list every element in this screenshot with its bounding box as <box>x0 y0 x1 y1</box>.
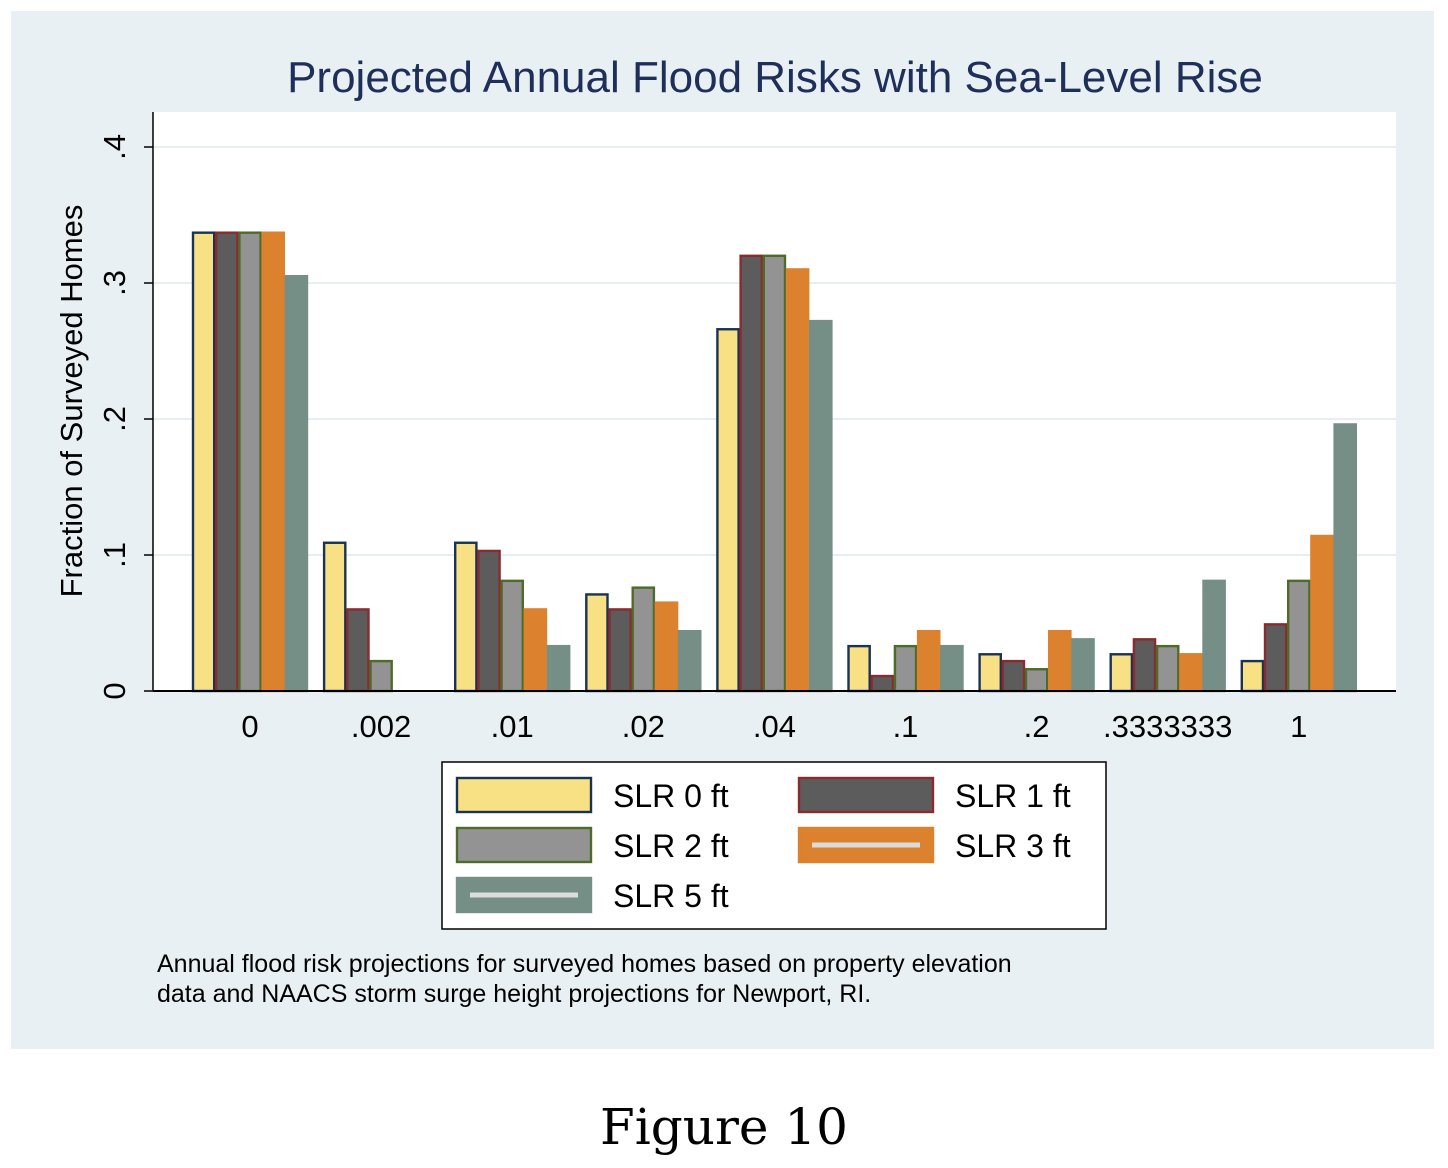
bar <box>1047 629 1072 693</box>
x-ticks: 0 .002 .01 .02 .04 .1 .2 .3333333 1 <box>241 709 1307 744</box>
bar <box>739 254 763 693</box>
bar <box>916 629 941 693</box>
legend-swatch <box>455 776 593 814</box>
bar <box>677 629 702 693</box>
bar <box>870 674 895 693</box>
x-tick-label: .3333333 <box>1103 709 1232 744</box>
x-tick-label: .1 <box>893 709 919 744</box>
bar <box>369 659 393 693</box>
bar <box>477 549 501 693</box>
chart-note-line-2: data and NAACS storm surge height projec… <box>157 980 871 1008</box>
x-tick-label: .02 <box>622 709 665 744</box>
bar <box>940 644 964 693</box>
bar <box>1310 534 1334 693</box>
bar <box>214 231 239 693</box>
bar <box>454 541 478 693</box>
legend-label: SLR 5 ft <box>613 878 729 914</box>
x-tick-label: .002 <box>351 709 411 744</box>
x-tick-label: .2 <box>1024 709 1050 744</box>
bar <box>1286 579 1311 693</box>
bar <box>1024 668 1049 693</box>
bar <box>1179 653 1203 693</box>
x-tick-label: 1 <box>1290 709 1307 744</box>
figure-caption: Figure 10 <box>600 1098 848 1156</box>
bar <box>978 653 1002 693</box>
x-tick-label: .04 <box>753 709 796 744</box>
bar <box>1071 638 1095 693</box>
bar <box>346 608 370 693</box>
bar <box>1202 579 1226 693</box>
y-tick-label: .2 <box>97 406 132 432</box>
bar <box>261 231 286 693</box>
legend: SLR 0 ft SLR 1 ft SLR 2 ft SLR 3 ft SLR 5 ft <box>441 761 1107 930</box>
y-tick-label: .3 <box>97 270 132 296</box>
bar <box>1132 638 1157 693</box>
y-tick-label: 0 <box>97 682 132 699</box>
bar <box>631 586 656 693</box>
bar <box>585 593 609 693</box>
bar <box>1333 423 1357 693</box>
bar <box>1240 659 1265 693</box>
bar <box>1001 659 1026 693</box>
bar <box>847 644 871 693</box>
chart-note-line-1: Annual flood risk projections for survey… <box>157 950 1012 978</box>
x-tick-label: 0 <box>241 709 258 744</box>
bar <box>191 231 216 693</box>
bar <box>238 231 262 693</box>
legend-swatch <box>797 776 935 814</box>
bar <box>546 644 571 693</box>
chart-title: Projected Annual Flood Risks with Sea-Le… <box>287 53 1263 102</box>
bar <box>654 601 679 693</box>
y-axis-label: Fraction of Surveyed Homes <box>54 205 89 598</box>
legend-label: SLR 3 ft <box>955 828 1071 864</box>
legend-label: SLR 2 ft <box>613 828 729 864</box>
y-tick-label: .4 <box>97 134 132 160</box>
x-tick-label: .01 <box>491 709 534 744</box>
bars <box>191 231 1357 693</box>
legend-label: SLR 0 ft <box>613 778 729 814</box>
legend-label: SLR 1 ft <box>955 778 1071 814</box>
y-ticks: 0 .1 .2 .3 .4 <box>97 134 153 700</box>
legend-swatch <box>455 826 593 864</box>
bar <box>893 644 918 693</box>
bar <box>500 579 525 693</box>
bar <box>762 254 787 693</box>
bar <box>322 541 347 693</box>
bar <box>523 608 548 693</box>
bar <box>284 275 309 693</box>
bar <box>1263 623 1288 693</box>
bar <box>608 608 632 693</box>
bar <box>1109 653 1134 693</box>
bar <box>785 268 810 693</box>
bar <box>809 319 833 693</box>
y-tick-label: .1 <box>97 542 132 568</box>
bar <box>716 328 740 693</box>
bar <box>1155 644 1180 693</box>
